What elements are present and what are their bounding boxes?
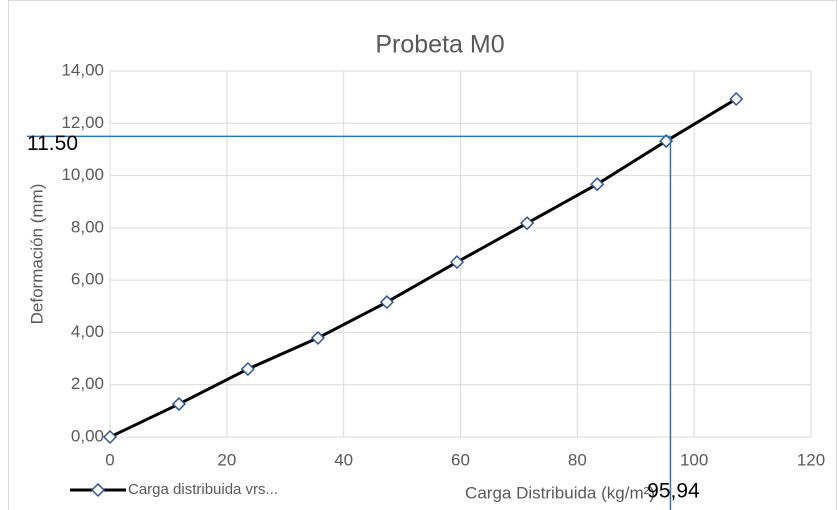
marker xyxy=(449,255,465,270)
marker xyxy=(729,91,744,107)
y-tick-label: 2,00 xyxy=(71,374,104,393)
annotation-label: 95,94 xyxy=(647,480,700,503)
x-tick-label: 20 xyxy=(217,450,236,469)
y-tick-label: 10,00 xyxy=(61,165,104,184)
x-tick-label: 120 xyxy=(797,450,825,469)
y-tick-label: 12,00 xyxy=(61,113,104,132)
legend-marker xyxy=(90,482,106,498)
x-tick-label: 100 xyxy=(680,450,708,469)
y-tick-label: 14,00 xyxy=(61,60,104,79)
annotation-label: 11.50 xyxy=(27,132,78,155)
legend-label: Carga distribuida vrs... xyxy=(128,481,278,498)
line xyxy=(109,97,737,439)
chart-title: Probeta M0 xyxy=(375,31,504,59)
marker xyxy=(590,177,605,192)
x-tick-label: 40 xyxy=(334,450,353,469)
marker xyxy=(379,295,394,310)
marker xyxy=(520,216,535,231)
x-tick-label: 80 xyxy=(568,450,587,469)
marker xyxy=(102,429,118,445)
y-tick-label: 6,00 xyxy=(71,270,104,289)
y-tick-label: 4,00 xyxy=(71,322,104,341)
y-tick-label: 8,00 xyxy=(71,217,104,236)
x-tick-label: 0 xyxy=(105,450,114,469)
x-axis-label: Carga Distribuida (kg/m²) xyxy=(465,483,655,502)
chart-border xyxy=(8,0,837,510)
marker xyxy=(171,396,186,412)
marker xyxy=(310,330,326,345)
y-axis-label: Deformación (mm) xyxy=(27,184,46,325)
x-tick-label: 60 xyxy=(451,450,470,469)
marker xyxy=(240,361,255,377)
y-tick-label: 0,00 xyxy=(71,426,104,445)
